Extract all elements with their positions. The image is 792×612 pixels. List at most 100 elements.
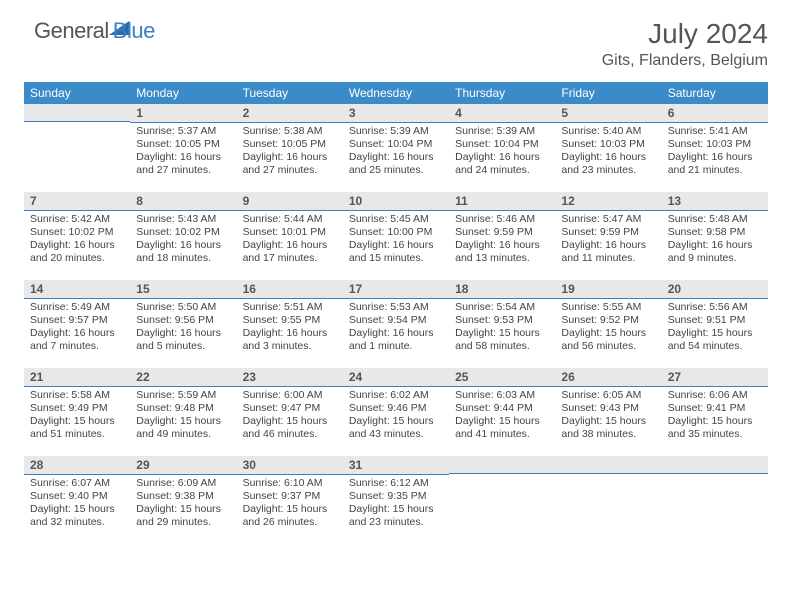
sunset-text: Sunset: 9:37 PM xyxy=(243,490,337,503)
daylight-text: Daylight: 16 hours and 25 minutes. xyxy=(349,151,443,177)
day-details: Sunrise: 5:51 AMSunset: 9:55 PMDaylight:… xyxy=(237,299,343,358)
title-block: July 2024 Gits, Flanders, Belgium xyxy=(602,18,768,70)
sunset-text: Sunset: 9:57 PM xyxy=(30,314,124,327)
sunrise-text: Sunrise: 5:41 AM xyxy=(668,125,762,138)
sunrise-text: Sunrise: 5:55 AM xyxy=(561,301,655,314)
day-number: 14 xyxy=(24,280,130,299)
calendar-day-cell: 10Sunrise: 5:45 AMSunset: 10:00 PMDaylig… xyxy=(343,192,449,280)
day-number xyxy=(662,456,768,474)
day-details: Sunrise: 5:54 AMSunset: 9:53 PMDaylight:… xyxy=(449,299,555,358)
day-details: Sunrise: 5:37 AMSunset: 10:05 PMDaylight… xyxy=(130,123,236,182)
day-number xyxy=(24,104,130,122)
sunrise-text: Sunrise: 5:51 AM xyxy=(243,301,337,314)
day-details: Sunrise: 6:10 AMSunset: 9:37 PMDaylight:… xyxy=(237,475,343,534)
day-details: Sunrise: 6:07 AMSunset: 9:40 PMDaylight:… xyxy=(24,475,130,534)
sunset-text: Sunset: 9:40 PM xyxy=(30,490,124,503)
calendar-week-row: 7Sunrise: 5:42 AMSunset: 10:02 PMDayligh… xyxy=(24,192,768,280)
day-details: Sunrise: 5:45 AMSunset: 10:00 PMDaylight… xyxy=(343,211,449,270)
day-number: 8 xyxy=(130,192,236,211)
calendar-day-cell: 3 Sunrise: 5:39 AMSunset: 10:04 PMDayligh… xyxy=(343,104,449,192)
day-number: 27 xyxy=(662,368,768,387)
daylight-text: Daylight: 16 hours and 9 minutes. xyxy=(668,239,762,265)
day-details: Sunrise: 5:49 AMSunset: 9:57 PMDaylight:… xyxy=(24,299,130,358)
sunrise-text: Sunrise: 6:06 AM xyxy=(668,389,762,402)
daylight-text: Daylight: 15 hours and 49 minutes. xyxy=(136,415,230,441)
sunrise-text: Sunrise: 6:03 AM xyxy=(455,389,549,402)
daylight-text: Daylight: 16 hours and 7 minutes. xyxy=(30,327,124,353)
day-details: Sunrise: 5:44 AMSunset: 10:01 PMDaylight… xyxy=(237,211,343,270)
sunset-text: Sunset: 10:04 PM xyxy=(349,138,443,151)
sunset-text: Sunset: 9:53 PM xyxy=(455,314,549,327)
location-label: Gits, Flanders, Belgium xyxy=(602,52,768,70)
daylight-text: Daylight: 16 hours and 3 minutes. xyxy=(243,327,337,353)
calendar-day-cell: 25Sunrise: 6:03 AMSunset: 9:44 PMDayligh… xyxy=(449,368,555,456)
calendar-day-cell: 22Sunrise: 5:59 AMSunset: 9:48 PMDayligh… xyxy=(130,368,236,456)
day-number: 18 xyxy=(449,280,555,299)
month-title: July 2024 xyxy=(602,18,768,50)
calendar-day-cell: 19Sunrise: 5:55 AMSunset: 9:52 PMDayligh… xyxy=(555,280,661,368)
daylight-text: Daylight: 16 hours and 20 minutes. xyxy=(30,239,124,265)
day-number: 7 xyxy=(24,192,130,211)
day-details: Sunrise: 6:02 AMSunset: 9:46 PMDaylight:… xyxy=(343,387,449,446)
day-number: 19 xyxy=(555,280,661,299)
weekday-header-row: Sunday Monday Tuesday Wednesday Thursday… xyxy=(24,82,768,104)
day-details: Sunrise: 6:03 AMSunset: 9:44 PMDaylight:… xyxy=(449,387,555,446)
day-number: 10 xyxy=(343,192,449,211)
day-number: 31 xyxy=(343,456,449,475)
day-number xyxy=(555,456,661,474)
day-number: 30 xyxy=(237,456,343,475)
day-details: Sunrise: 6:06 AMSunset: 9:41 PMDaylight:… xyxy=(662,387,768,446)
calendar-day-cell: 13Sunrise: 5:48 AMSunset: 9:58 PMDayligh… xyxy=(662,192,768,280)
sunrise-text: Sunrise: 6:09 AM xyxy=(136,477,230,490)
calendar-day-cell: 23Sunrise: 6:00 AMSunset: 9:47 PMDayligh… xyxy=(237,368,343,456)
calendar-day-cell: 4Sunrise: 5:39 AMSunset: 10:04 PMDayligh… xyxy=(449,104,555,192)
sunrise-text: Sunrise: 5:42 AM xyxy=(30,213,124,226)
day-number: 20 xyxy=(662,280,768,299)
calendar-day-cell: 28Sunrise: 6:07 AMSunset: 9:40 PMDayligh… xyxy=(24,456,130,544)
sunset-text: Sunset: 9:48 PM xyxy=(136,402,230,415)
day-number: 17 xyxy=(343,280,449,299)
sunset-text: Sunset: 10:02 PM xyxy=(30,226,124,239)
calendar-day-cell: 29Sunrise: 6:09 AMSunset: 9:38 PMDayligh… xyxy=(130,456,236,544)
day-number: 26 xyxy=(555,368,661,387)
daylight-text: Daylight: 15 hours and 56 minutes. xyxy=(561,327,655,353)
day-number: 16 xyxy=(237,280,343,299)
sunrise-text: Sunrise: 5:45 AM xyxy=(349,213,443,226)
daylight-text: Daylight: 16 hours and 27 minutes. xyxy=(243,151,337,177)
sunrise-text: Sunrise: 5:38 AM xyxy=(243,125,337,138)
day-details: Sunrise: 5:41 AMSunset: 10:03 PMDaylight… xyxy=(662,123,768,182)
calendar-day-cell xyxy=(449,456,555,544)
calendar-day-cell xyxy=(555,456,661,544)
calendar-day-cell: 2Sunrise: 5:38 AMSunset: 10:05 PMDayligh… xyxy=(237,104,343,192)
sunset-text: Sunset: 9:41 PM xyxy=(668,402,762,415)
daylight-text: Daylight: 16 hours and 13 minutes. xyxy=(455,239,549,265)
calendar-day-cell: 20Sunrise: 5:56 AMSunset: 9:51 PMDayligh… xyxy=(662,280,768,368)
day-number: 3 xyxy=(343,104,449,123)
weekday-header: Wednesday xyxy=(343,82,449,104)
calendar-day-cell: 17Sunrise: 5:53 AMSunset: 9:54 PMDayligh… xyxy=(343,280,449,368)
day-number: 11 xyxy=(449,192,555,211)
daylight-text: Daylight: 15 hours and 29 minutes. xyxy=(136,503,230,529)
sunrise-text: Sunrise: 5:39 AM xyxy=(349,125,443,138)
calendar-day-cell: 21Sunrise: 5:58 AMSunset: 9:49 PMDayligh… xyxy=(24,368,130,456)
day-number: 2 xyxy=(237,104,343,123)
calendar-week-row: 1Sunrise: 5:37 AMSunset: 10:05 PMDayligh… xyxy=(24,104,768,192)
calendar-day-cell: 14Sunrise: 5:49 AMSunset: 9:57 PMDayligh… xyxy=(24,280,130,368)
day-number: 28 xyxy=(24,456,130,475)
day-details: Sunrise: 5:58 AMSunset: 9:49 PMDaylight:… xyxy=(24,387,130,446)
weekday-header: Sunday xyxy=(24,82,130,104)
calendar-day-cell: 11Sunrise: 5:46 AMSunset: 9:59 PMDayligh… xyxy=(449,192,555,280)
weekday-header: Saturday xyxy=(662,82,768,104)
sunrise-text: Sunrise: 5:56 AM xyxy=(668,301,762,314)
daylight-text: Daylight: 16 hours and 18 minutes. xyxy=(136,239,230,265)
calendar-day-cell: 12Sunrise: 5:47 AMSunset: 9:59 PMDayligh… xyxy=(555,192,661,280)
day-details: Sunrise: 6:12 AMSunset: 9:35 PMDaylight:… xyxy=(343,475,449,534)
sunrise-text: Sunrise: 5:40 AM xyxy=(561,125,655,138)
daylight-text: Daylight: 16 hours and 17 minutes. xyxy=(243,239,337,265)
sunset-text: Sunset: 10:02 PM xyxy=(136,226,230,239)
day-number: 1 xyxy=(130,104,236,123)
calendar-day-cell: 6Sunrise: 5:41 AMSunset: 10:03 PMDayligh… xyxy=(662,104,768,192)
sunrise-text: Sunrise: 5:47 AM xyxy=(561,213,655,226)
day-details: Sunrise: 6:00 AMSunset: 9:47 PMDaylight:… xyxy=(237,387,343,446)
sunset-text: Sunset: 9:56 PM xyxy=(136,314,230,327)
